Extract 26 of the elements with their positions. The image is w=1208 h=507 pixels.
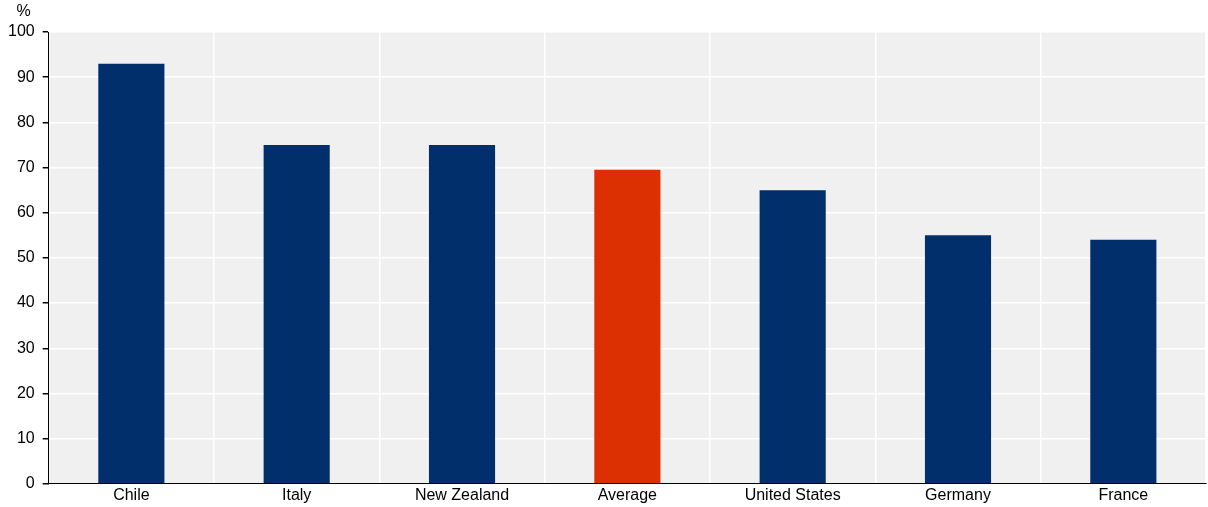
x-tick-label: Average: [597, 485, 658, 503]
bar: [263, 144, 330, 484]
y-tick-label: 50: [16, 248, 35, 266]
y-tick-label: 60: [16, 203, 35, 221]
y-axis-title: %: [16, 2, 31, 20]
y-tick-label: 90: [16, 67, 35, 85]
y-tick-label: 0: [25, 474, 35, 492]
bar: [594, 169, 661, 484]
y-tick-label: 40: [16, 293, 35, 311]
x-tick-label: New Zealand: [414, 485, 510, 503]
x-tick-label: Germany: [925, 485, 991, 503]
x-tick-label: United States: [744, 485, 841, 503]
x-tick-label: Chile: [113, 485, 150, 503]
y-tick-label: 100: [7, 22, 35, 40]
bar: [759, 190, 826, 484]
bar: [1090, 239, 1157, 484]
y-tick-label: 70: [16, 157, 35, 175]
bar: [924, 235, 992, 484]
y-tick-label: 80: [16, 112, 35, 130]
y-tick-label: 30: [16, 338, 35, 356]
y-tick-label: 20: [16, 383, 35, 401]
x-tick-label: Italy: [282, 485, 312, 503]
bar: [428, 144, 496, 484]
x-tick-label: France: [1098, 485, 1149, 503]
y-tick-label: 10: [16, 429, 35, 447]
bar: [98, 63, 165, 484]
